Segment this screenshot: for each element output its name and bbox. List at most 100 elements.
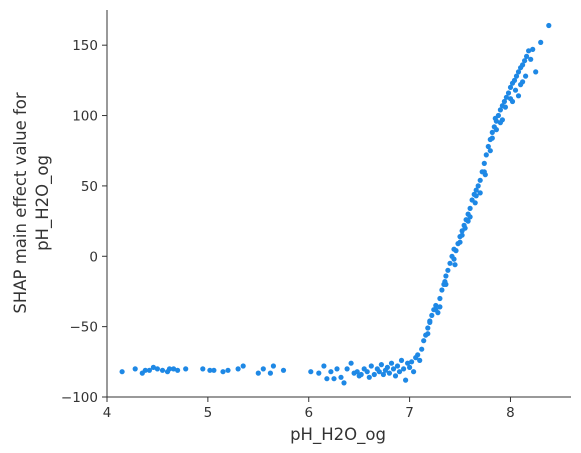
data-point — [538, 39, 544, 46]
data-point — [483, 152, 489, 158]
data-point — [119, 369, 125, 375]
data-point — [475, 183, 481, 189]
data-point — [477, 177, 483, 183]
data-point — [376, 369, 382, 375]
data-point — [407, 364, 413, 370]
y-tick-label: −50 — [70, 320, 99, 336]
data-point — [481, 169, 487, 175]
data-point — [324, 376, 330, 382]
data-point — [511, 77, 518, 83]
data-point — [437, 295, 443, 302]
data-point — [489, 129, 495, 135]
data-point — [445, 267, 451, 273]
data-point — [183, 366, 189, 372]
data-point — [443, 273, 449, 279]
data-point — [344, 366, 350, 372]
data-point — [452, 262, 458, 268]
data-point — [132, 366, 138, 372]
data-point — [368, 363, 374, 369]
data-point — [457, 239, 463, 245]
data-point — [520, 62, 526, 68]
data-point — [411, 369, 417, 375]
data-point — [358, 371, 364, 378]
data-point — [154, 366, 160, 372]
data-point — [487, 148, 493, 154]
data-point — [520, 79, 526, 85]
data-point — [225, 367, 231, 373]
data-point — [270, 363, 276, 369]
data-point — [171, 366, 177, 372]
data-point — [394, 363, 401, 369]
data-point — [515, 93, 522, 99]
data-point — [507, 84, 514, 90]
data-point — [443, 281, 449, 287]
data-point — [403, 377, 409, 383]
data-point — [429, 312, 435, 318]
data-point — [473, 187, 479, 193]
data-point — [439, 287, 445, 293]
data-point — [384, 364, 390, 370]
data-point — [240, 363, 246, 369]
data-point — [528, 56, 534, 62]
data-point — [235, 366, 241, 372]
y-tick-label: −100 — [61, 390, 98, 406]
data-point — [505, 90, 512, 96]
data-point — [467, 214, 473, 220]
data-point — [493, 127, 499, 133]
data-point — [499, 117, 505, 123]
data-point — [409, 359, 415, 365]
data-point — [211, 367, 217, 373]
data-point — [492, 115, 498, 121]
data-point — [280, 367, 287, 373]
data-point — [348, 360, 354, 366]
data-point — [485, 143, 491, 150]
data-point — [398, 357, 405, 363]
data-point — [512, 87, 519, 93]
data-point — [501, 98, 507, 105]
data-point — [388, 360, 395, 366]
data-point — [451, 246, 457, 252]
data-point — [515, 69, 522, 75]
data-point — [166, 366, 173, 372]
data-point — [396, 369, 403, 375]
data-point — [421, 338, 427, 344]
data-point — [419, 346, 425, 352]
data-point — [321, 363, 327, 369]
data-point — [473, 193, 479, 199]
data-point — [354, 369, 360, 375]
data-point — [522, 58, 528, 64]
data-point — [341, 380, 347, 386]
data-point — [267, 370, 273, 376]
data-point — [200, 366, 206, 372]
axes: 4 5 6 7 8 −100 −50 0 50 100 150 — [61, 10, 571, 421]
data-point — [437, 304, 443, 310]
data-point — [159, 367, 166, 373]
data-point — [546, 22, 552, 29]
data-point — [433, 302, 439, 309]
data-point — [364, 369, 370, 375]
points-layer — [119, 22, 552, 386]
data-point — [425, 325, 431, 331]
x-tick-label: 5 — [204, 405, 213, 421]
y-tick-label: 0 — [89, 249, 98, 265]
y-axis-label: SHAP main effect value for pH_H2O_og — [11, 92, 53, 314]
data-point — [371, 371, 377, 378]
x-axis-label: pH_H2O_og — [290, 425, 386, 445]
data-point — [392, 373, 399, 379]
data-point — [481, 160, 487, 166]
x-tick-label: 7 — [405, 405, 414, 421]
data-point — [425, 331, 431, 337]
data-point — [459, 232, 465, 238]
x-tick-label: 8 — [506, 405, 515, 421]
data-point — [433, 307, 439, 313]
data-point — [530, 46, 536, 53]
data-point — [378, 362, 384, 368]
data-point — [331, 376, 337, 382]
data-point — [255, 370, 261, 376]
data-point — [472, 200, 478, 206]
data-point — [207, 367, 213, 373]
data-point — [328, 369, 334, 375]
data-point — [447, 260, 453, 266]
data-point — [405, 360, 411, 366]
